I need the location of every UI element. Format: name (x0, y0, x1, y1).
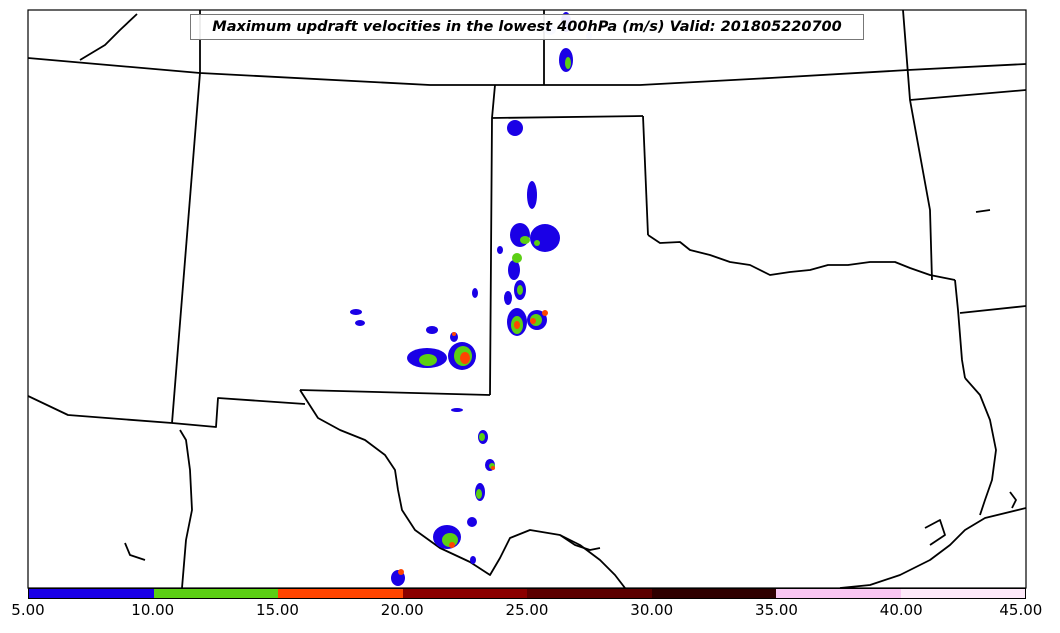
state-border-north (28, 57, 1026, 86)
state-border-nm-east (489, 84, 496, 396)
colorbar-segment (402, 589, 527, 598)
coast-northwest (79, 13, 138, 61)
colorbar-segment (527, 589, 652, 598)
tx-west-border (299, 389, 491, 396)
coast-baja (124, 542, 146, 561)
colorbar-tick-label: 35.00 (755, 601, 798, 619)
colorbar-segment (29, 589, 154, 598)
colorbar-tick-label: 30.00 (630, 601, 674, 619)
coast-lake (559, 534, 601, 551)
map-title: Maximum updraft velocities in the lowest… (190, 14, 864, 40)
tx-gulf-coast (839, 507, 1026, 588)
state-border-nm-south (171, 397, 306, 428)
colorbar-tick-label: 40.00 (879, 601, 923, 619)
lake-small (975, 209, 991, 213)
state-border-arkansas (959, 305, 1026, 314)
colorbar-tick-label: 45.00 (999, 601, 1043, 619)
colorbar-tick-label: 10.00 (131, 601, 175, 619)
coast-bay-texas (924, 519, 946, 546)
colorbar-segment (651, 589, 776, 598)
updraft-cells (350, 12, 592, 586)
tx-rio-grande (299, 389, 626, 588)
state-border-red-river (647, 234, 956, 281)
state-border-east (954, 279, 966, 379)
colorbar-tick-label: 15.00 (256, 601, 299, 619)
state-border-ne (909, 89, 1026, 101)
colorbar-segment (776, 589, 901, 598)
state-border-ok-north (491, 115, 644, 119)
colorbar-segment (900, 589, 1025, 598)
coast-sabine (964, 377, 997, 516)
colorbar-segment (153, 589, 278, 598)
state-border-ok-panhandle-east (642, 115, 649, 236)
colorbar-tick-label: 25.00 (505, 601, 549, 619)
state-border-ne-vertical (902, 10, 933, 281)
colorbar (28, 588, 1026, 599)
state-border-nm-west (171, 72, 201, 424)
colorbar-tick-label: 20.00 (380, 601, 424, 619)
state-border-az-nm (28, 395, 173, 424)
map-frame-border (27, 9, 1027, 589)
colorbar-segment (278, 589, 403, 598)
colorbar-tick-label: 5.00 (11, 601, 45, 619)
state-border-az-mx (179, 429, 193, 588)
coast-inlet (1009, 491, 1017, 509)
